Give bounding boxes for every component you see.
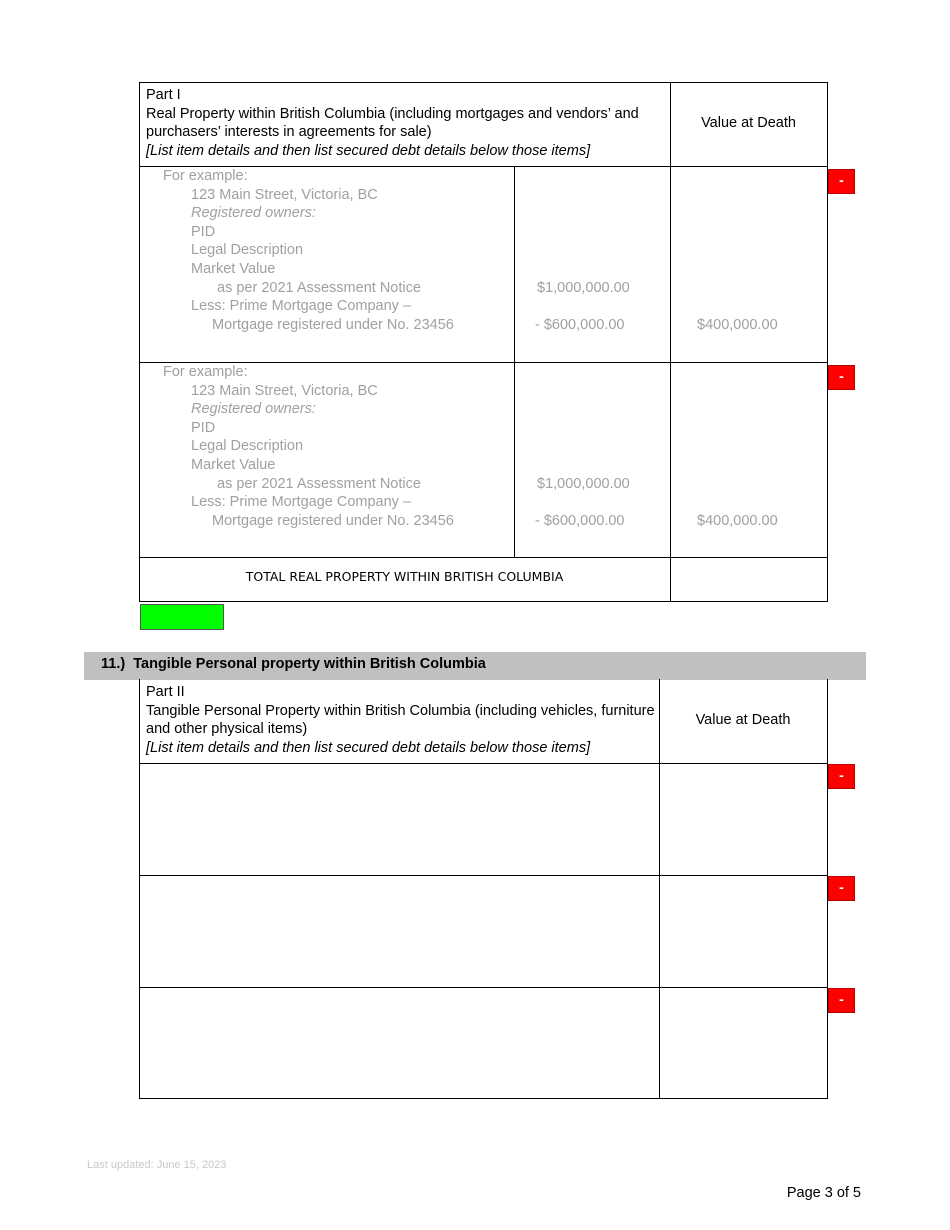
part2-description: Tangible Personal Property within Britis… — [146, 702, 655, 738]
example-line: Registered owners: — [191, 205, 316, 222]
example-line: 123 Main Street, Victoria, BC — [191, 186, 378, 203]
total-label: TOTAL REAL PROPERTY WITHIN BRITISH COLUM… — [245, 569, 564, 584]
example-line: Market Value — [191, 261, 276, 277]
part2-item-field[interactable] — [141, 877, 658, 986]
divider — [659, 679, 660, 1099]
part2-value-field[interactable] — [661, 989, 826, 1097]
remove-row-button[interactable]: - — [828, 169, 855, 194]
part1-description: Real Property within British Columbia (i… — [146, 105, 639, 141]
value-at-death-amount: $400,000.00 — [697, 316, 778, 333]
remove-row-button[interactable]: - — [828, 988, 855, 1013]
remove-row-button[interactable]: - — [828, 365, 855, 390]
example-line: Market Value — [191, 457, 276, 473]
part2-item-field[interactable] — [141, 765, 658, 874]
example-line: as per 2021 Assessment Notice — [217, 475, 421, 492]
part2-item-field[interactable] — [141, 989, 658, 1097]
example-line: PID — [191, 223, 216, 240]
divider — [139, 987, 828, 988]
divider — [670, 82, 671, 602]
part1-value-header: Value at Death — [701, 115, 796, 131]
example-line: Mortgage registered under No. 23456 — [212, 316, 454, 333]
remove-row-button[interactable]: - — [828, 876, 855, 901]
market-value-amount: $1,000,000.00 — [537, 279, 630, 296]
example-line: For example: — [163, 364, 248, 380]
last-updated: Last updated: June 15, 2023 — [87, 1159, 227, 1171]
part2-table — [139, 679, 828, 1099]
divider — [514, 166, 515, 557]
part2-instruction: [List item details and then list secured… — [146, 739, 591, 756]
example-line: Less: Prime Mortgage Company – — [191, 494, 412, 511]
section-11-heading: 11.) Tangible Personal property within B… — [84, 652, 866, 680]
example-line: Registered owners: — [191, 401, 316, 418]
part1-instruction: [List item details and then list secured… — [146, 142, 591, 159]
part2-title: Part II — [146, 684, 185, 700]
example-line: Less: Prime Mortgage Company – — [191, 298, 412, 315]
example-line: Legal Description — [191, 438, 304, 455]
part2-value-field[interactable] — [661, 877, 826, 986]
divider — [139, 875, 828, 876]
example-line: as per 2021 Assessment Notice — [217, 279, 421, 296]
total-value-field[interactable] — [672, 560, 826, 600]
mortgage-amount: - $600,000.00 — [535, 512, 625, 529]
part1-header: Part I Real Property within British Colu… — [146, 86, 666, 160]
divider — [139, 557, 828, 558]
page-number: Page 3 of 5 — [786, 1185, 861, 1201]
part2-value-header: Value at Death — [695, 712, 791, 728]
example-line: For example: — [163, 168, 248, 184]
mortgage-amount: - $600,000.00 — [535, 316, 625, 333]
divider — [139, 166, 828, 167]
add-row-button[interactable] — [140, 604, 224, 630]
divider — [139, 763, 828, 764]
market-value-amount: $1,000,000.00 — [537, 475, 630, 492]
divider — [139, 362, 828, 363]
part1-title: Part I — [146, 87, 181, 103]
value-at-death-amount: $400,000.00 — [697, 512, 778, 529]
part2-header: Part II Tangible Personal Property withi… — [146, 683, 656, 757]
example-line: 123 Main Street, Victoria, BC — [191, 382, 378, 399]
section-11-title: 11.) Tangible Personal property within B… — [101, 656, 486, 672]
example-line: Mortgage registered under No. 23456 — [212, 512, 454, 529]
part1-table — [139, 82, 828, 602]
remove-row-button[interactable]: - — [828, 764, 855, 789]
example-line: Legal Description — [191, 242, 304, 259]
part2-value-field[interactable] — [661, 765, 826, 874]
example-line: PID — [191, 419, 216, 436]
